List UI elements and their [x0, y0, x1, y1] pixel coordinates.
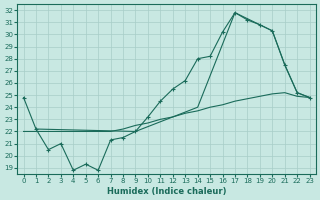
X-axis label: Humidex (Indice chaleur): Humidex (Indice chaleur) [107, 187, 226, 196]
